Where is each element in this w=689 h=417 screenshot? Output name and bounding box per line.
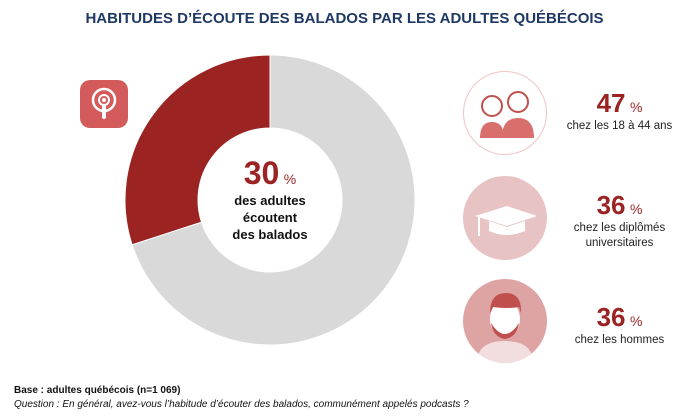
stat-label: chez les diplômés universitaires [573,222,666,249]
stat-value: 36 [596,190,626,220]
center-line: des adultes [234,193,306,208]
podcast-app-icon [80,80,128,128]
center-line: écoutent [242,210,298,225]
couple-icon [463,71,547,155]
stat-value: 36 [596,302,626,332]
base-note: Base : adultes québécois (n=1 069) [14,385,181,396]
stat-unit: % [629,201,643,217]
donut-slice [124,54,271,246]
stat-label: chez les hommes [574,334,665,346]
man-icon [463,279,547,363]
graduation-cap-icon [463,176,547,260]
stat-18-44: 47 % chez les 18 à 44 ans [562,88,677,134]
donut-slice [131,54,416,346]
donut-center-label: 30 % des adultes écoutent des balados [200,155,340,243]
chart-title: HABITUDES D’ÉCOUTE DES BALADOS PAR LES A… [85,10,604,27]
stat-label: chez les 18 à 44 ans [566,120,673,132]
footnote: Base : adultes québécois (n=1 069) Quest… [14,384,469,412]
question-note: Question : En général, avez-vous l’habit… [14,399,469,410]
center-value: 30 [243,155,280,191]
center-unit: % [283,171,297,187]
stat-value: 47 [596,88,626,118]
stat-unit: % [629,313,643,329]
center-line: des balados [232,227,308,242]
stat-hommes: 36 % chez les hommes [562,302,677,348]
stat-diplomes: 36 % chez les diplômés universitaires [562,190,677,251]
stat-unit: % [629,99,643,115]
